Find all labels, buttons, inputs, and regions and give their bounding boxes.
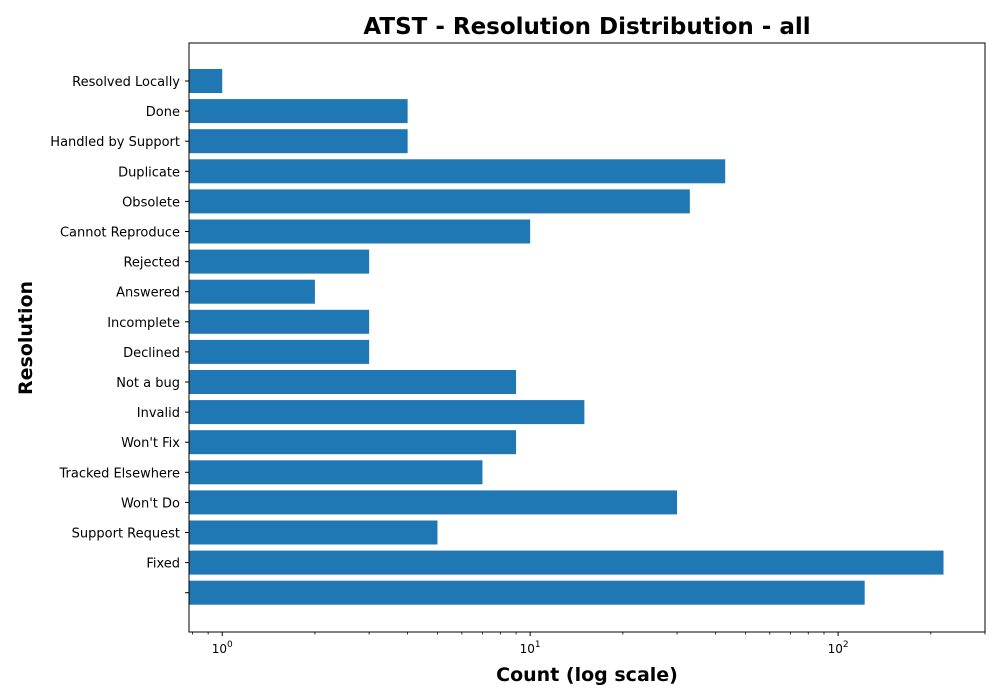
y-tick-label-15: Support Request xyxy=(72,527,180,542)
bar-3 xyxy=(189,159,726,184)
y-tick-label-0: Resolved Locally xyxy=(72,75,180,90)
x-tick-label-0: 100 xyxy=(212,640,233,656)
bar-1 xyxy=(189,99,408,124)
bar-16 xyxy=(189,550,944,575)
y-tick-label-10: Not a bug xyxy=(116,376,180,391)
x-tick-label-1: 101 xyxy=(520,640,541,656)
y-tick-label-6: Rejected xyxy=(123,256,180,271)
bar-4 xyxy=(189,189,690,214)
bar-7 xyxy=(189,279,315,304)
x-axis-label: Count (log scale) xyxy=(496,664,678,686)
x-tick-label-2: 102 xyxy=(828,640,849,656)
bar-15 xyxy=(189,520,438,545)
bar-8 xyxy=(189,309,370,334)
bar-13 xyxy=(189,460,483,485)
y-axis-label: Resolution xyxy=(15,281,37,395)
y-tick-label-16: Fixed xyxy=(146,557,180,572)
y-tick-label-3: Duplicate xyxy=(118,165,180,180)
bars-group xyxy=(189,69,944,605)
bar-5 xyxy=(189,219,531,244)
bar-17 xyxy=(189,580,865,605)
bar-0 xyxy=(189,69,223,93)
chart-title: ATST - Resolution Distribution - all xyxy=(363,14,810,40)
y-tick-label-1: Done xyxy=(146,105,180,120)
bar-9 xyxy=(189,339,370,364)
bar-6 xyxy=(189,249,370,274)
y-tick-label-11: Invalid xyxy=(137,406,180,421)
y-axis-ticks: Resolved Locally Done Handled by Support Du… xyxy=(50,75,189,594)
x-axis-ticks: 100 101 102 xyxy=(191,632,986,656)
bar-12 xyxy=(189,430,517,455)
y-tick-label-5: Cannot Reproduce xyxy=(60,226,180,241)
y-tick-label-9: Declined xyxy=(123,346,180,361)
y-tick-label-14: Won't Do xyxy=(121,496,180,511)
y-tick-label-4: Obsolete xyxy=(122,195,180,210)
y-tick-label-13: Tracked Elsewhere xyxy=(59,466,180,481)
bar-10 xyxy=(189,370,517,394)
y-tick-label-8: Incomplete xyxy=(107,316,180,331)
y-tick-label-2: Handled by Support xyxy=(50,135,180,150)
y-tick-label-7: Answered xyxy=(116,286,180,301)
bar-2 xyxy=(189,129,408,154)
plot-frame xyxy=(188,42,986,633)
y-tick-label-12: Won't Fix xyxy=(121,436,180,451)
bar-11 xyxy=(189,400,585,425)
bar-14 xyxy=(189,490,678,515)
